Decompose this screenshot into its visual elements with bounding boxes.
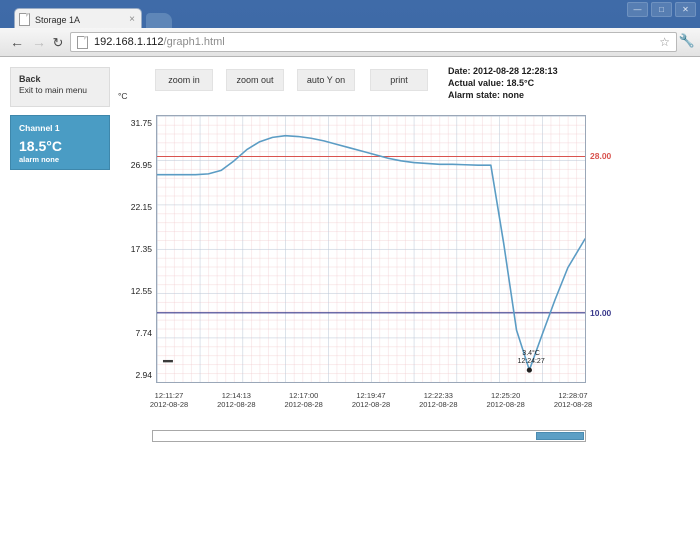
scrollbar-thumb[interactable]: [536, 432, 584, 440]
y-tick-label: 7.74: [135, 328, 152, 338]
y-axis-unit-label: °C: [118, 91, 128, 101]
plot-area[interactable]: 3.4°C 12:24:27: [156, 115, 586, 383]
back-to-main-menu-button[interactable]: Back Exit to main menu: [10, 67, 110, 107]
reload-icon[interactable]: ↻: [52, 34, 64, 50]
x-tick-label: 12:22:33 2012-08-28: [419, 391, 457, 409]
close-icon[interactable]: ×: [129, 13, 135, 25]
bookmark-star-icon[interactable]: ☆: [659, 35, 670, 49]
page-icon: [19, 13, 30, 26]
forward-icon[interactable]: →: [32, 34, 46, 50]
tab-title: Storage 1A: [35, 14, 81, 25]
y-axis-labels: 31.75 26.95 22.15 17.35 12.55 7.74 2.94: [118, 107, 154, 387]
y-tick-label: 22.15: [130, 201, 152, 212]
back-button-subtitle: Exit to main menu: [19, 85, 88, 95]
browser-tab[interactable]: Storage 1A ×: [14, 8, 142, 30]
series-line-channel-1: [157, 134, 585, 371]
x-tick-time: 12:22:33: [423, 391, 453, 400]
info-alarm-state: Alarm state: none: [448, 90, 525, 100]
maximize-icon[interactable]: □: [651, 2, 672, 17]
minimum-marker: [526, 367, 532, 373]
page-content: Back Exit to main menu Channel 1 18.5°C …: [0, 57, 700, 547]
channel-alarm-state: alarm none: [19, 155, 60, 164]
channel-value: 18.5°C: [19, 138, 62, 154]
x-tick-time: 12:17:00: [289, 391, 319, 400]
x-tick-label: 12:28:07 2012-08-28: [554, 391, 592, 409]
y-tick-label: 17.35: [130, 243, 152, 254]
chart-svg: [157, 116, 585, 382]
channel-name: Channel 1: [19, 123, 60, 133]
info-date: Date: 2012-08-28 12:28:13: [448, 66, 558, 76]
back-button-title: Back: [19, 74, 41, 84]
x-tick-date: 2012-08-28: [284, 400, 323, 409]
x-tick-time: 12:28:07: [558, 391, 588, 400]
y-tick-label: 2.94: [135, 370, 152, 380]
annotation-time: 12:24:27: [517, 357, 545, 365]
x-tick-label: 12:17:00 2012-08-28: [284, 391, 322, 409]
title-bar: Storage 1A × — □ ✕: [0, 0, 700, 30]
page-info-icon: [77, 35, 88, 49]
x-tick-date: 2012-08-28: [419, 400, 458, 409]
address-bar[interactable]: 192.168.1.112/graph1.html ☆: [70, 32, 677, 52]
status-info: Date: 2012-08-28 12:28:13 Actual value: …: [448, 65, 558, 101]
minimize-icon[interactable]: —: [627, 2, 648, 17]
window-close-icon[interactable]: ✕: [675, 2, 696, 17]
wrench-icon[interactable]: 🔧: [678, 33, 695, 48]
x-tick-date: 2012-08-28: [486, 400, 525, 409]
browser-toolbar: ← → ↻ 192.168.1.112/graph1.html ☆ 🔧: [0, 28, 700, 57]
annotation-value: 3.4°C: [522, 349, 540, 357]
y-tick-label: 26.95: [130, 159, 152, 170]
x-tick-time: 12:14:13: [221, 391, 251, 400]
zoom-out-button[interactable]: zoom out: [226, 69, 284, 91]
auto-y-toggle-button[interactable]: auto Y on: [297, 69, 355, 91]
x-tick-label: 12:19:47 2012-08-28: [352, 391, 390, 409]
address-bar-text: 192.168.1.112/graph1.html: [94, 36, 659, 48]
info-actual-value: Actual value: 18.5°C: [448, 78, 535, 88]
x-tick-date: 2012-08-28: [149, 400, 189, 409]
x-tick-date: 2012-08-28: [351, 400, 391, 409]
x-axis-labels: 12:11:27 2012-08-28 12:14:13 2012-08-28 12:1…: [150, 391, 592, 415]
x-tick-label: 12:25:20 2012-08-28: [486, 391, 524, 409]
x-tick-date: 2012-08-28: [217, 400, 256, 409]
x-tick-time: 12:19:47: [356, 391, 386, 400]
x-tick-label: 12:11:27 2012-08-28: [150, 391, 188, 409]
x-tick-date: 2012-08-28: [553, 400, 593, 409]
window-controls: — □ ✕: [627, 2, 696, 17]
y-tick-label: 31.75: [130, 118, 152, 128]
url-path: /graph1.html: [163, 36, 225, 48]
temperature-chart[interactable]: 31.75 26.95 22.15 17.35 12.55 7.74 2.94: [118, 107, 611, 409]
threshold-label-alarm-high: 28.00: [590, 150, 612, 161]
chart-horizontal-scrollbar[interactable]: [152, 430, 586, 442]
y-tick-label: 12.55: [130, 285, 152, 296]
print-button[interactable]: print: [370, 69, 428, 91]
back-icon[interactable]: ←: [10, 34, 24, 50]
threshold-label-alarm-low: 10.00: [590, 308, 612, 319]
url-host: 192.168.1.112: [94, 36, 164, 48]
x-tick-time: 12:25:20: [491, 391, 521, 400]
x-tick-label: 12:14:13 2012-08-28: [217, 391, 255, 409]
zoom-in-button[interactable]: zoom in: [155, 69, 213, 91]
new-tab-button[interactable]: [146, 13, 172, 30]
x-tick-time: 12:11:27: [154, 391, 184, 400]
channel-1-card[interactable]: Channel 1 18.5°C alarm none: [10, 115, 110, 170]
minimum-annotation: 3.4°C 12:24:27: [517, 350, 544, 366]
